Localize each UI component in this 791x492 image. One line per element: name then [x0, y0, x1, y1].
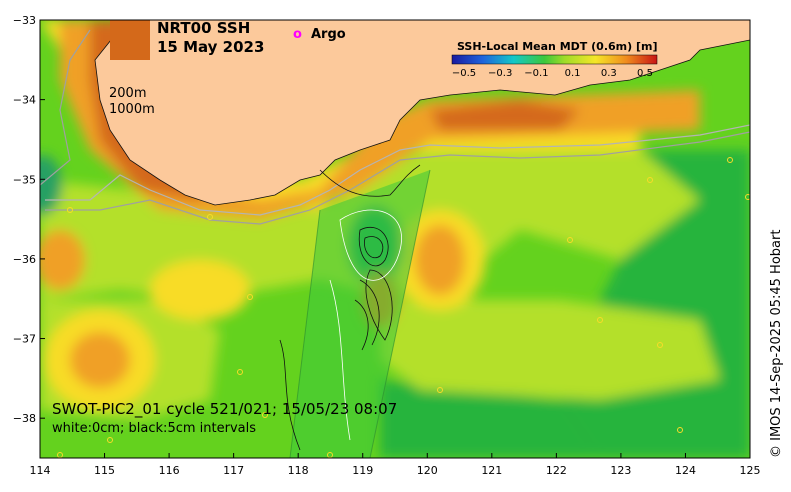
- swot-annotation-line2: white:0cm; black:5cm intervals: [52, 421, 256, 436]
- colorbar-tick-label: −0.1: [524, 68, 548, 79]
- swath-contours: [279, 164, 421, 451]
- y-tick-label: −38: [13, 412, 36, 425]
- argo-legend-label: Argo: [311, 27, 346, 42]
- map-title-line2: 15 May 2023: [157, 38, 264, 56]
- x-tick-label: 125: [740, 464, 761, 477]
- y-tick-label: −34: [13, 94, 36, 107]
- ssh-neutral-mid: [380, 300, 720, 400]
- map-title-line1: NRT00 SSH: [157, 19, 250, 37]
- x-tick-label: 120: [417, 464, 438, 477]
- ssh-strong-high-north: [430, 100, 580, 130]
- isobath-label-200m: 200m: [109, 86, 146, 101]
- ssh-mid-high-south: [150, 260, 250, 320]
- x-tick-label: 118: [288, 464, 309, 477]
- float-markers: [57, 157, 750, 458]
- colorbar: SSH-Local Mean MDT (0.6m) [m] −0.5 −0.3 −0…: [451, 40, 658, 79]
- x-tick-label: 114: [30, 464, 51, 477]
- x-tick-label: 116: [159, 464, 180, 477]
- ssh-low-band-south: [380, 380, 600, 458]
- y-tick-label: −36: [13, 253, 36, 266]
- colorbar-gradient: [451, 54, 658, 65]
- swot-swath-edge-east: [369, 169, 431, 458]
- colorbar-tick-label: 0.3: [601, 68, 617, 79]
- argo-legend-symbol: o: [293, 27, 302, 42]
- x-tick-label: 121: [481, 464, 502, 477]
- land-australia: [94, 20, 750, 206]
- ssh-high-eddy-east: [415, 225, 465, 295]
- credit-text: © IMOS 14-Sep-2025 05:45 Hobart: [769, 230, 784, 458]
- x-tick-label: 117: [223, 464, 244, 477]
- plot-area: [40, 20, 750, 458]
- ssh-high-eddy-sw: [40, 230, 85, 290]
- swot-swath: [290, 170, 430, 458]
- x-tick-label: 122: [546, 464, 567, 477]
- colorbar-title: SSH-Local Mean MDT (0.6m) [m]: [457, 40, 657, 53]
- plot-frame: [39, 19, 751, 459]
- y-tick-label: −35: [13, 173, 36, 186]
- isobath-label-1000m: 1000m: [109, 102, 155, 117]
- colorbar-tick-label: 0.5: [637, 68, 653, 79]
- ssh-high-eddy-west: [70, 332, 130, 388]
- y-tick-label: −33: [13, 14, 36, 27]
- colorbar-tick-label: −0.5: [452, 68, 476, 79]
- y-axis: −33 −34 −35 −36 −37 −38: [13, 14, 45, 425]
- x-tick-label: 119: [352, 464, 373, 477]
- y-tick-label: −37: [13, 333, 36, 346]
- x-axis: 114 115 116 117 118 119 120 121 122 123 124 125: [30, 453, 761, 477]
- x-tick-label: 115: [94, 464, 115, 477]
- isobath-1000m: [40, 29, 750, 225]
- colorbar-tick-label: 0.1: [565, 68, 581, 79]
- x-tick-label: 123: [610, 464, 631, 477]
- colorbar-tick-label: −0.3: [488, 68, 512, 79]
- x-tick-label: 124: [675, 464, 696, 477]
- swot-annotation-line1: SWOT-PIC2_01 cycle 521/021; 15/05/23 08:…: [52, 400, 397, 419]
- isobath-200m: [45, 124, 750, 216]
- land-southern-cape: [110, 20, 150, 60]
- swot-swath-edge-west: [289, 209, 321, 458]
